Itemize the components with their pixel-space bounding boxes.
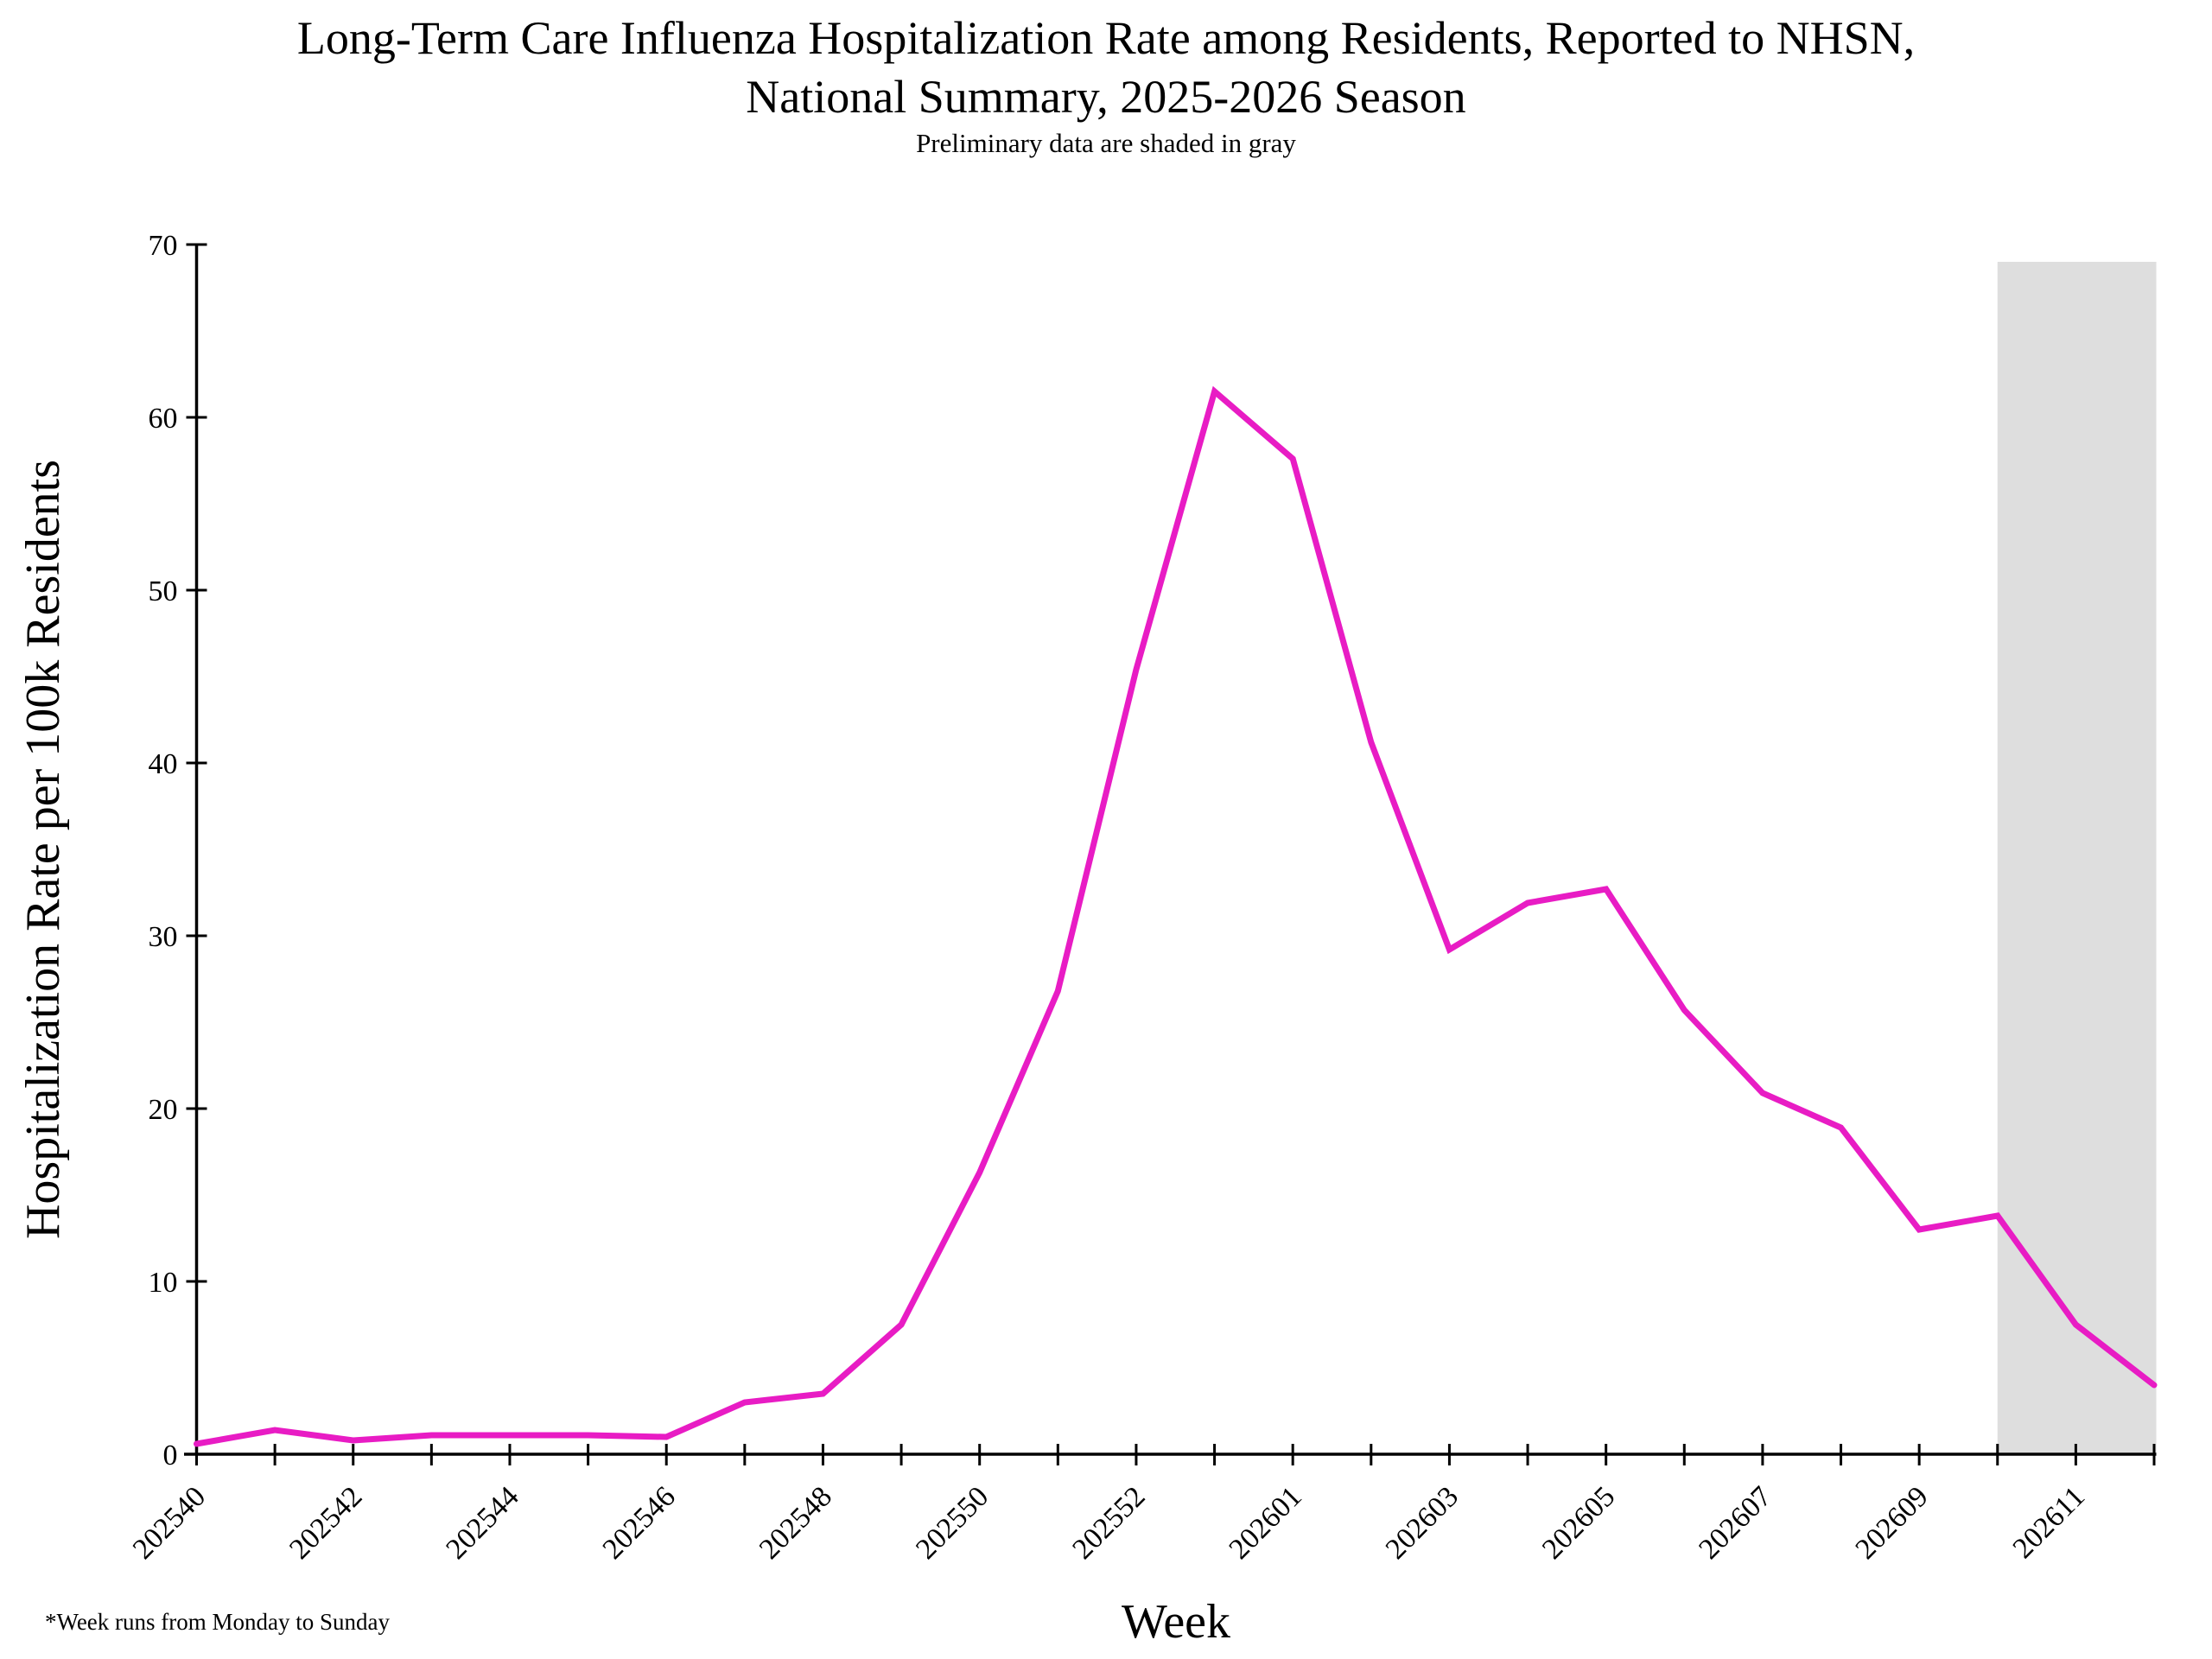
x-tick-label: 202544 <box>440 1480 524 1565</box>
x-tick-label: 202548 <box>753 1480 838 1565</box>
x-tick-label: 202550 <box>910 1480 995 1565</box>
y-tick-label: 70 <box>149 230 178 262</box>
y-tick-label: 0 <box>163 1440 178 1471</box>
y-tick-label: 60 <box>149 403 178 435</box>
x-tick-label: 202607 <box>1693 1480 1777 1565</box>
x-tick-label: 202609 <box>1850 1480 1935 1565</box>
footnote: *Week runs from Monday to Sunday <box>45 1609 391 1635</box>
data-line <box>194 385 2158 1447</box>
y-tick-label: 20 <box>149 1094 178 1126</box>
x-tick-label: 202611 <box>2007 1480 2091 1564</box>
ticks-layer <box>186 243 2156 1465</box>
y-tick-label: 40 <box>149 748 178 780</box>
preliminary-region-layer <box>1997 262 2157 1454</box>
x-tick-label: 202603 <box>1380 1480 1465 1565</box>
preliminary-shaded-region <box>1997 262 2157 1454</box>
tick-labels-layer: 202540 202542 202544 202546 202548 202550 2025… <box>127 230 2091 1566</box>
x-tick-label: 202542 <box>283 1480 368 1565</box>
x-tick-label: 202601 <box>1224 1480 1308 1565</box>
chart-title-line2: National Summary, 2025-2026 Season <box>746 71 1465 123</box>
x-tick-label: 202605 <box>1536 1480 1621 1565</box>
chart-title-line1: Long-Term Care Influenza Hospitalization… <box>297 12 1915 64</box>
y-tick-label: 30 <box>149 921 178 953</box>
chart-subtitle: Preliminary data are shaded in gray <box>916 128 1296 158</box>
y-axis-title: Hospitalization Rate per 100k Residents <box>16 460 70 1239</box>
series-layer <box>194 385 2158 1447</box>
axes-layer <box>184 245 2157 1456</box>
x-axis-title: Week <box>1122 1595 1230 1649</box>
x-tick-label: 202546 <box>597 1480 682 1565</box>
y-tick-label: 10 <box>149 1267 178 1299</box>
y-tick-label: 50 <box>149 575 178 607</box>
x-tick-label: 202552 <box>1066 1480 1151 1565</box>
x-tick-label: 202540 <box>127 1480 212 1565</box>
